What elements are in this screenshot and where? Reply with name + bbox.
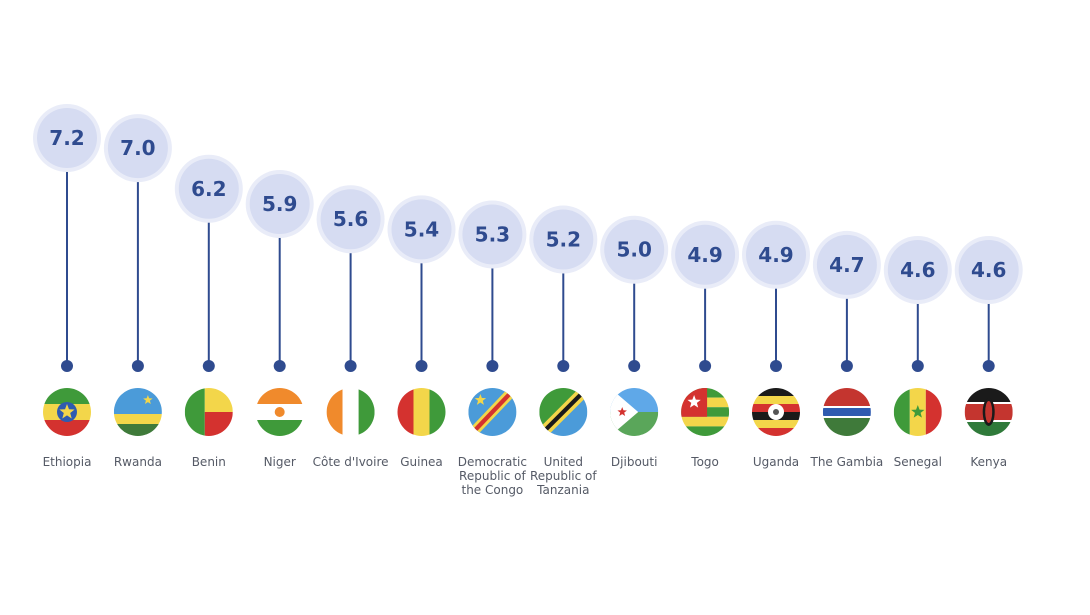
value-bubble xyxy=(107,118,168,179)
value-bubble xyxy=(604,219,665,280)
niger-flag-icon xyxy=(255,388,304,436)
value-label: 5.9 xyxy=(262,192,297,216)
country-label: Niger xyxy=(263,455,296,469)
cote-divoire-flag-icon xyxy=(326,388,375,436)
stem-dot xyxy=(486,360,499,372)
djibouti-flag-icon xyxy=(610,388,659,436)
country-label: Djibouti xyxy=(610,455,658,469)
value-bubble xyxy=(391,199,452,260)
value-bubble xyxy=(533,209,594,270)
value-label: 7.2 xyxy=(49,126,84,150)
ethiopia-flag-icon xyxy=(43,388,91,436)
country-label: Ethiopia xyxy=(42,455,92,469)
value-label: 6.2 xyxy=(191,177,226,201)
country-label: Democratic Republic of the Congo xyxy=(457,455,527,497)
stem-dot xyxy=(131,360,144,372)
stem-dot xyxy=(415,360,428,372)
kenya-flag-icon xyxy=(964,388,1013,436)
value-bubble xyxy=(178,158,239,219)
value-bubble xyxy=(249,174,310,234)
stem-dot xyxy=(840,360,853,372)
country-label: Benin xyxy=(191,455,226,469)
value-label: 4.9 xyxy=(758,243,793,267)
country-label: The Gambia xyxy=(810,455,884,469)
country-label: Uganda xyxy=(752,455,800,469)
value-label: 4.6 xyxy=(971,258,1006,282)
drc-flag-icon xyxy=(468,388,517,436)
country-label: Côte d'Ivoire xyxy=(312,455,389,469)
guinea-flag-icon xyxy=(397,388,446,436)
value-bubble xyxy=(320,189,381,250)
value-label: 5.6 xyxy=(333,207,368,231)
stem-dot xyxy=(344,360,357,372)
gambia-flag-icon xyxy=(822,388,871,436)
stem-dot xyxy=(982,360,995,372)
value-bubble xyxy=(675,224,736,285)
senegal-flag-icon xyxy=(893,388,942,436)
value-bubble xyxy=(816,234,877,295)
value-label: 7.0 xyxy=(120,136,155,160)
country-label: Senegal xyxy=(893,455,942,469)
country-label: Rwanda xyxy=(113,455,162,469)
country-label: Guinea xyxy=(400,455,443,469)
value-label: 5.2 xyxy=(546,228,581,252)
value-bubble xyxy=(958,240,1019,300)
stem-dot xyxy=(911,360,924,372)
country-label: Kenya xyxy=(970,455,1008,469)
stem-dot xyxy=(628,360,641,372)
stem-dot xyxy=(699,360,712,372)
value-bubble xyxy=(887,240,948,300)
value-label: 4.9 xyxy=(687,243,722,267)
value-bubble xyxy=(37,108,97,168)
country-label: United Republic of Tanzania xyxy=(529,455,597,497)
stem-dot xyxy=(770,360,782,372)
value-label: 4.6 xyxy=(900,258,935,282)
value-label: 5.4 xyxy=(404,217,439,241)
rwanda-flag-icon xyxy=(113,388,162,436)
value-label: 5.3 xyxy=(475,222,510,246)
value-bubble xyxy=(746,224,806,285)
stem-dot xyxy=(61,360,73,372)
stem-dot xyxy=(273,360,286,372)
stem-dot xyxy=(202,360,215,372)
value-label: 4.7 xyxy=(829,253,864,277)
stem-dot xyxy=(557,360,570,372)
value-bubble xyxy=(462,204,523,265)
benin-flag-icon xyxy=(184,388,233,436)
uganda-flag-icon xyxy=(752,388,800,436)
country-label: Togo xyxy=(691,455,719,469)
tanzania-flag-icon xyxy=(539,388,588,436)
togo-flag-icon xyxy=(681,388,730,436)
value-label: 5.0 xyxy=(616,238,651,262)
